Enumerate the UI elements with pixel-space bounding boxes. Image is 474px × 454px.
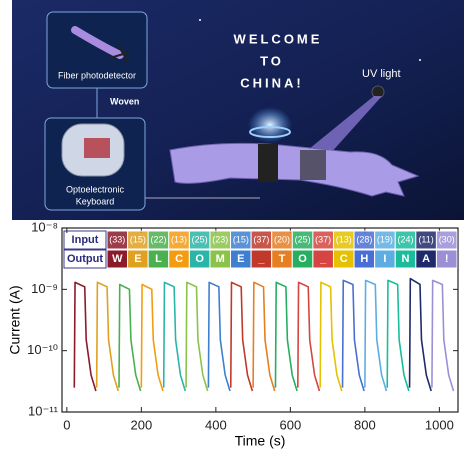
input-cell [435, 230, 458, 250]
output-letter: C [175, 253, 183, 265]
x-tick-label: 800 [354, 417, 376, 432]
output-letter: _ [319, 253, 327, 265]
message-line-3: CHINA! [240, 75, 304, 90]
input-code: (20) [274, 234, 290, 244]
input-code: (22) [150, 234, 166, 244]
fiber-icon [71, 26, 124, 59]
output-letter: N [402, 253, 410, 265]
output-letter: L [155, 253, 162, 265]
input-code: (25) [295, 234, 311, 244]
row-label-cell [63, 230, 107, 250]
x-tick-label: 600 [280, 417, 302, 432]
message-line-2: TO [260, 53, 284, 68]
input-code: (13) [336, 234, 352, 244]
output-letter: O [298, 253, 307, 265]
data-line [73, 281, 97, 392]
message-line-1: WELCOME [234, 31, 323, 46]
ring [249, 126, 291, 138]
data-line [140, 283, 164, 392]
fiber-electrode [109, 44, 131, 63]
output-letter: _ [257, 253, 265, 265]
uv-beam [298, 96, 382, 165]
y-tick-label: 10⁻⁸ [31, 219, 58, 234]
x-axis-label: Time (s) [235, 433, 286, 449]
keyboard-label-2: Keyboard [76, 196, 115, 206]
y-tick-label: 10⁻¹⁰ [27, 342, 58, 357]
x-tick-label: 1000 [425, 417, 454, 432]
input-code: (37) [253, 234, 269, 244]
output-letter: C [340, 253, 348, 265]
data-line [185, 281, 209, 392]
keyboard-label-1: Optoelectronic [66, 184, 125, 194]
data-line [118, 283, 142, 392]
x-tick-label: 200 [130, 417, 152, 432]
data-line [252, 281, 276, 392]
output-letter: W [112, 253, 123, 265]
wristband [258, 144, 278, 182]
input-code: (15) [130, 234, 146, 244]
x-tick-label: 400 [205, 417, 227, 432]
output-letter: O [195, 253, 204, 265]
data-line [408, 277, 432, 392]
input-code: (30) [439, 234, 455, 244]
y-tick-label: 10⁻⁹ [31, 281, 58, 296]
output-row-label: Output [67, 253, 103, 265]
input-code: (37) [315, 234, 331, 244]
input-code: (25) [192, 234, 208, 244]
star [199, 19, 201, 21]
output-letter: H [360, 253, 368, 265]
data-line [341, 279, 365, 392]
star [419, 59, 421, 61]
data-line [386, 279, 410, 392]
input-code: (13) [171, 234, 187, 244]
data-line [95, 281, 120, 392]
output-letter: ! [445, 253, 449, 265]
data-line [274, 281, 298, 392]
keyboard-sleeve [300, 150, 326, 180]
illustration: Fiber photodetector Woven Optoelectronic… [12, 0, 464, 220]
input-code: (11) [418, 234, 433, 244]
output-letter: E [237, 253, 244, 265]
data-line [207, 281, 231, 392]
input-code: (28) [356, 234, 372, 244]
output-letter: A [422, 253, 430, 265]
input-code: (19) [377, 234, 393, 244]
arm [169, 142, 420, 197]
input-code: (24) [398, 234, 414, 244]
output-cell [435, 249, 458, 269]
input-code: (15) [233, 234, 249, 244]
fiber-label: Fiber photodetector [58, 70, 136, 80]
data-line [162, 281, 187, 392]
input-code: (23) [212, 234, 228, 244]
input-row-label: Input [72, 234, 99, 246]
output-letter: T [279, 253, 286, 265]
y-tick-label: 10⁻¹¹ [28, 403, 59, 418]
output-letter: E [134, 253, 141, 265]
data-line [229, 281, 254, 392]
input-code: (33) [109, 234, 125, 244]
glow [248, 107, 292, 143]
data-line [297, 281, 321, 392]
woven-label: Woven [110, 96, 139, 106]
x-tick-label: 0 [63, 417, 70, 432]
data-line [431, 279, 455, 392]
uv-label: UV light [362, 68, 401, 80]
output-letter: I [383, 253, 386, 265]
data-line [364, 279, 388, 392]
row-label-cell [63, 249, 107, 269]
output-letter: M [216, 253, 225, 265]
keyboard-keys [84, 138, 110, 158]
data-line [319, 281, 343, 392]
y-axis-label: Current (A) [7, 285, 23, 354]
